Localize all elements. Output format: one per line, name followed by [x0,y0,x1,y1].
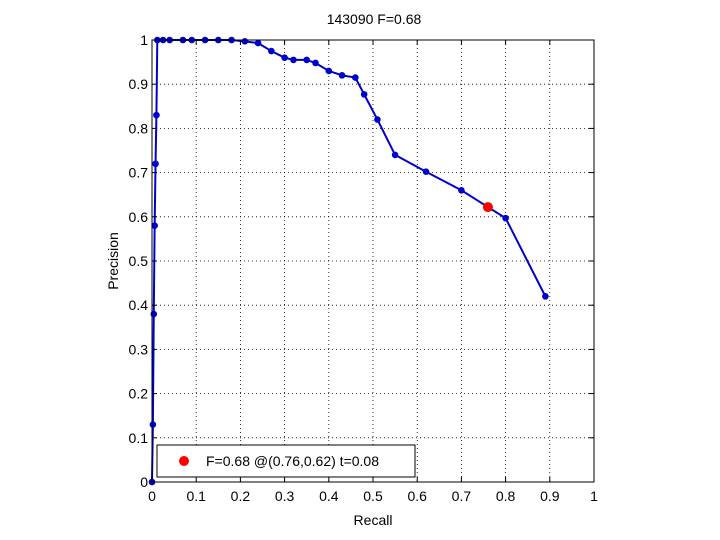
series-point [152,160,159,168]
y-tick-label: 0.2 [129,386,149,402]
series-point [241,38,249,45]
x-tick-label: 0.8 [496,488,516,504]
x-tick-label: 0.2 [231,488,251,504]
y-tick-label: 0.7 [129,165,149,181]
series-point [268,47,275,55]
y-tick-label: 0.9 [129,76,149,92]
chart-title: 143090 F=0.68 [327,11,422,27]
x-tick-label: 0.4 [319,488,339,504]
y-tick-label: 0.3 [129,341,149,357]
x-tick-label: 0.7 [452,488,472,504]
best-f-point [482,202,493,213]
series-point [391,151,399,159]
series-point [153,111,160,119]
y-axis-label: Precision [105,232,121,290]
series-point [254,39,262,47]
x-tick-label: 0.9 [540,488,560,504]
x-tick-label: 0.5 [363,488,383,504]
x-tick-label: 0 [148,488,156,504]
series-point [458,186,465,194]
series-point [281,54,288,61]
series-point [151,222,158,229]
series-point [422,168,430,176]
series-point [338,72,346,79]
series-point [374,116,381,123]
grid-lines [152,40,594,482]
y-tick-label: 1 [140,32,148,48]
series-point [360,91,368,98]
series-point [149,421,157,428]
series-point [150,310,158,318]
x-tick-label: 0.3 [275,488,295,504]
axis-ticks: 0 0.1 0.2 0.3 0.4 0.5 0.6 0.7 0.8 0.9 1 0 0.1 0.2 0.3 0… [129,32,599,504]
series-point [325,67,333,75]
x-axis-label: Recall [354,512,393,528]
legend-marker [179,456,189,466]
series-line [151,39,547,483]
y-tick-label: 0.6 [129,209,149,225]
series-point [290,56,297,64]
series-point [542,293,549,300]
y-tick-label: 0.1 [129,430,149,446]
legend-box [156,444,416,478]
legend-label: F=0.68 @(0.76,0.62) t=0.08 [206,453,379,469]
series-point [352,74,359,81]
y-tick-label: 0.5 [129,253,149,269]
x-tick-label: 0.1 [186,488,206,504]
y-tick-label: 0.8 [129,120,149,136]
series-point [312,59,319,67]
legend: F=0.68 @(0.76,0.62) t=0.08 [156,444,416,478]
y-tick-label: 0 [140,474,148,490]
series-point [303,56,311,64]
y-tick-label: 0.4 [129,297,149,313]
series-point [502,214,509,222]
x-tick-label: 0.6 [407,488,427,504]
x-tick-label: 1 [590,488,598,504]
